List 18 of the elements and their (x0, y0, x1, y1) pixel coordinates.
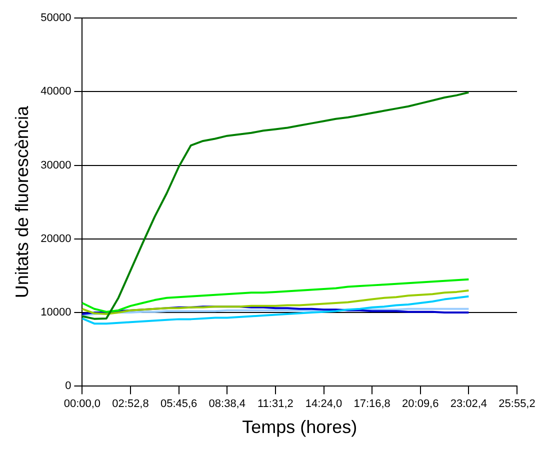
y-tick-label: 10000 (40, 306, 72, 319)
x-tick-label: 25:55,2 (498, 398, 536, 410)
x-tick-label: 23:02,4 (450, 398, 488, 410)
y-axis-title: Unitats de fluorescència (12, 105, 32, 298)
x-tick-label: 11:31,2 (257, 398, 294, 410)
x-tick-label: 02:52,8 (112, 398, 149, 410)
y-tick-label: 50000 (40, 12, 72, 24)
y-tick-label: 20000 (40, 232, 72, 245)
x-tick-label: 17:16,8 (354, 398, 390, 410)
y-tick-label: 40000 (40, 86, 72, 98)
x-axis-title: Temps (hores) (242, 417, 358, 438)
x-tick-label: 05:45,6 (160, 398, 198, 410)
x-tick-label: 20:09,6 (402, 398, 439, 410)
x-tick-label: 14:24,0 (305, 398, 342, 410)
x-tick-label: 08:38,4 (208, 398, 246, 410)
y-tick-label: 0 (65, 380, 72, 392)
x-tick-label: 00:00,0 (64, 398, 101, 410)
y-tick-label: 30000 (40, 159, 72, 172)
